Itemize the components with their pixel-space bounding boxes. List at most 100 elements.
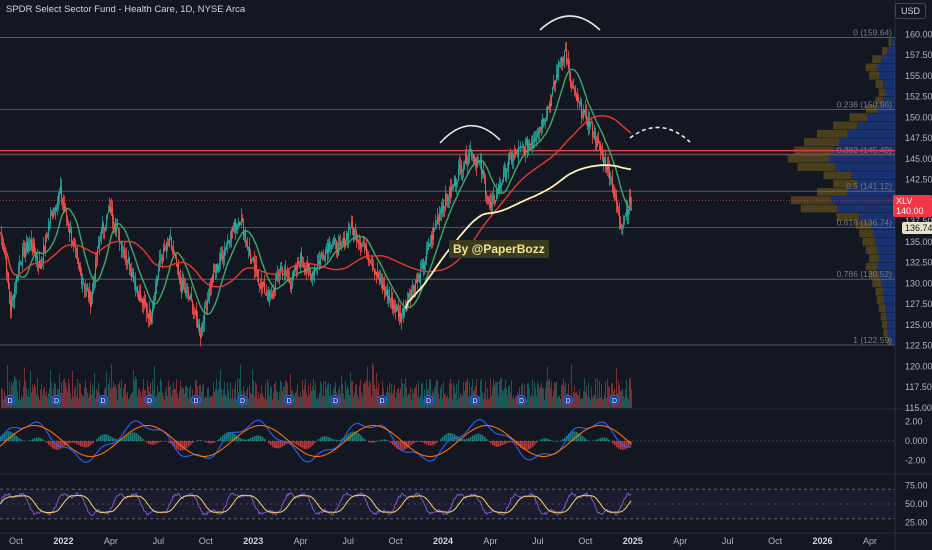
candle-body: [164, 248, 165, 250]
candle-body: [513, 153, 514, 160]
volume-bar: [309, 394, 310, 408]
candle-body: [362, 245, 363, 247]
volume-bar: [300, 391, 301, 408]
candle-body: [480, 161, 481, 164]
candle-body: [456, 182, 457, 186]
volume-bar: [14, 375, 15, 408]
candle-body: [524, 146, 525, 154]
candle-body: [565, 48, 566, 51]
volume-bar: [530, 397, 531, 408]
macd-histogram-bar: [52, 441, 54, 449]
candle-body: [402, 308, 403, 315]
macd-histogram-bar: [126, 435, 128, 441]
time-tick-label: 2023: [243, 536, 263, 546]
candle-body: [295, 265, 296, 271]
candle-body: [343, 237, 344, 245]
candle-body: [67, 217, 68, 223]
volume-bar: [286, 380, 287, 408]
currency-button[interactable]: USD: [894, 3, 926, 19]
candle-body: [531, 143, 532, 146]
volume-bar: [313, 378, 314, 408]
volume-bar: [429, 378, 430, 408]
volume-bar: [32, 384, 33, 408]
volume-bar: [211, 395, 212, 408]
volume-bar: [541, 383, 542, 408]
candle-body: [53, 213, 54, 217]
candle-body: [239, 221, 240, 225]
volume-bar: [624, 398, 625, 408]
volume-bar: [258, 392, 259, 408]
volume-bar: [457, 399, 458, 408]
volume-bar: [110, 388, 111, 408]
dividend-marker: [470, 395, 480, 405]
price-tick-label: 155.00: [905, 71, 932, 81]
volume-bar: [503, 390, 504, 408]
candle-body: [264, 282, 265, 294]
candle-body: [177, 264, 178, 267]
candle-body: [429, 243, 430, 247]
candle-body: [314, 268, 315, 275]
candle-body: [313, 272, 314, 275]
volume-bar: [72, 370, 73, 408]
volume-profile-bar: [887, 329, 895, 337]
macd-histogram-bar: [476, 433, 478, 441]
candle-body: [341, 244, 342, 246]
macd-histogram-bar: [446, 433, 448, 441]
volume-bar: [505, 379, 506, 408]
candle-body: [430, 243, 431, 247]
candle-body: [537, 135, 538, 138]
candle-body: [614, 193, 615, 197]
volume-bar: [46, 390, 47, 408]
volume-bar: [417, 396, 418, 408]
volume-bar: [324, 396, 325, 408]
candle-body: [502, 181, 503, 185]
volume-bar: [526, 399, 527, 408]
macd-histogram-bar: [190, 441, 192, 445]
volume-bar: [327, 383, 328, 408]
macd-histogram-bar: [606, 438, 608, 441]
volume-bar: [583, 390, 584, 408]
candle-body: [525, 142, 526, 154]
macd-histogram-bar: [398, 441, 400, 450]
fib-level-label: 0.5 (141.12): [846, 181, 892, 191]
volume-bar: [232, 388, 233, 408]
macd-histogram-bar: [528, 441, 530, 450]
candle-body: [607, 163, 608, 171]
volume-bar: [120, 387, 121, 408]
candle-body: [431, 234, 432, 244]
volume-bar: [171, 396, 172, 408]
macd-histogram-bar: [394, 441, 396, 447]
candle-body: [461, 165, 462, 173]
candle-body: [207, 299, 208, 310]
volume-bar: [350, 372, 351, 408]
candle-body: [323, 255, 324, 260]
candle-body: [143, 299, 144, 306]
volume-bar: [201, 392, 202, 408]
volume-bar: [458, 380, 459, 408]
volume-bar: [628, 399, 629, 408]
volume-bar: [443, 381, 444, 408]
volume-bar: [178, 397, 179, 408]
volume-bar: [257, 398, 258, 408]
volume-bar: [367, 366, 368, 408]
candle-body: [260, 284, 261, 289]
volume-profile-bar: [873, 229, 895, 238]
macd-histogram-bar: [376, 441, 378, 442]
volume-bar: [51, 382, 52, 408]
macd-histogram-bar: [2, 434, 4, 441]
volume-bar: [74, 388, 75, 408]
candle-body: [44, 246, 45, 251]
volume-bar: [354, 392, 355, 408]
candle-body: [557, 74, 558, 77]
time-tick-label: Apr: [863, 536, 877, 546]
volume-bar: [408, 393, 409, 408]
volume-bar: [539, 388, 540, 408]
candle-body: [268, 291, 269, 300]
candle-body: [169, 237, 170, 246]
volume-bar: [493, 379, 494, 408]
volume-bar: [590, 399, 591, 408]
candle-body: [85, 288, 86, 290]
macd-histogram-bar: [336, 440, 338, 441]
candle-body: [371, 263, 372, 265]
